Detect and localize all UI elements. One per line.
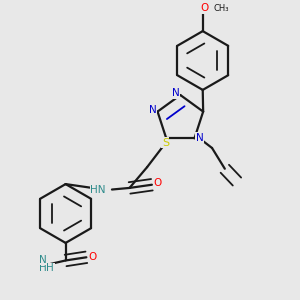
Text: N: N — [39, 254, 47, 265]
Text: N: N — [196, 133, 203, 143]
Text: O: O — [88, 252, 97, 262]
Text: O: O — [154, 178, 162, 188]
Text: O: O — [200, 3, 208, 13]
Text: N: N — [149, 105, 157, 115]
Text: H: H — [46, 263, 54, 274]
Text: H: H — [39, 263, 47, 274]
Text: CH₃: CH₃ — [214, 4, 230, 13]
Text: HN: HN — [90, 184, 106, 194]
Text: S: S — [162, 138, 169, 148]
Text: N: N — [172, 88, 180, 98]
